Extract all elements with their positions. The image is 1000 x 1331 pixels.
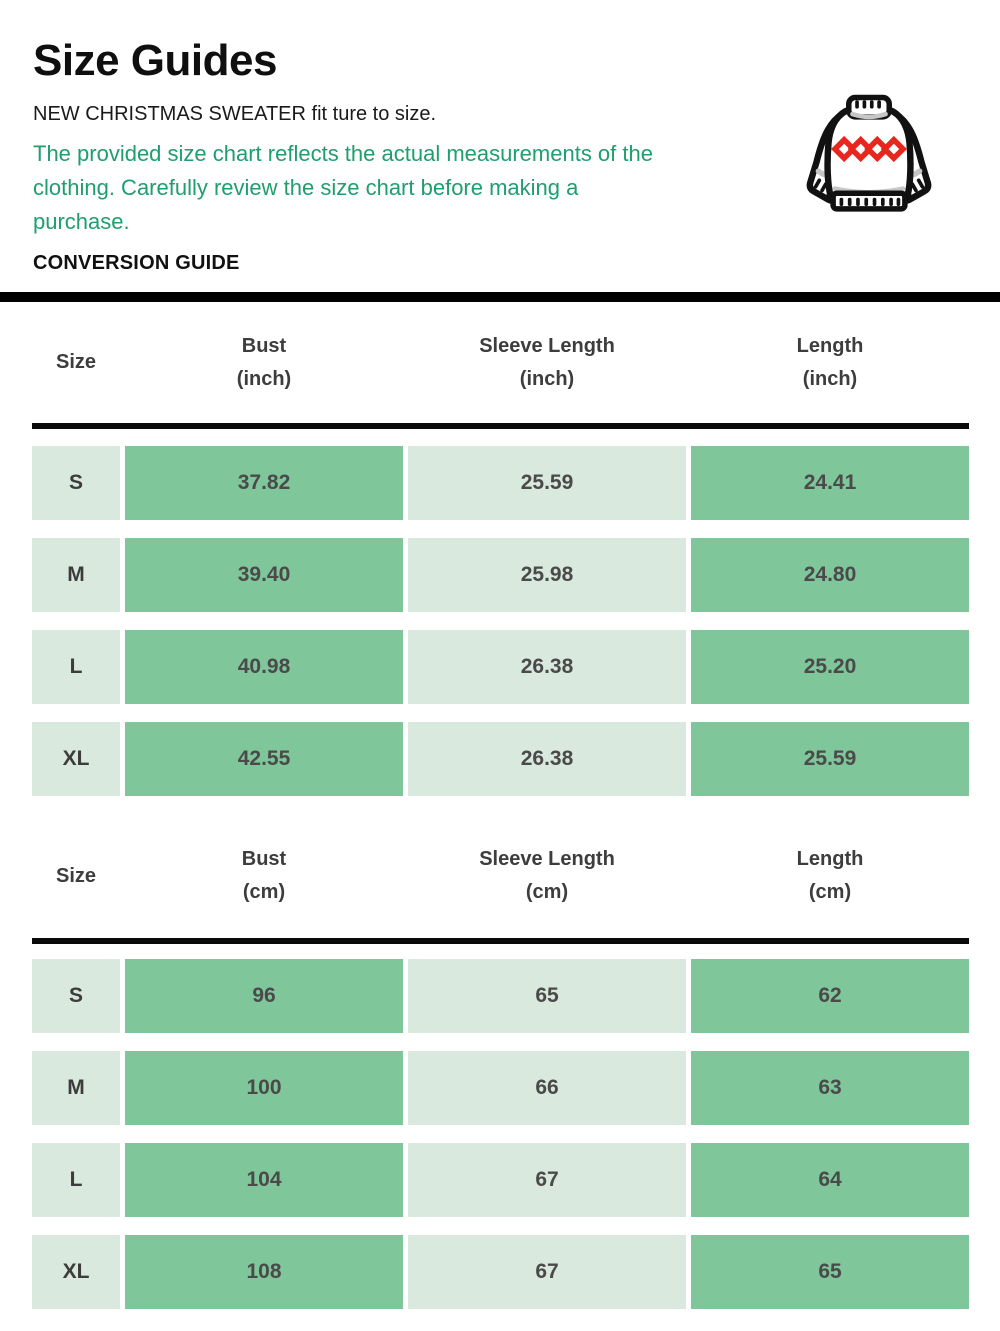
length-cell: 24.41 [691,446,969,520]
size-cell: L [32,630,120,704]
section-label: CONVERSION GUIDE [33,251,240,274]
table-row-s: S 37.82 25.59 24.41 [32,446,969,520]
page-subtitle: NEW CHRISTMAS SWEATER fit ture to size. [33,102,437,125]
column-header-sleeve-length: Sleeve Length (cm) [408,843,686,909]
column-unit: (inch) [519,367,575,390]
table-header-row: Size Bust (inch) Sleeve Length (inch) Le… [32,302,969,423]
page-title: Size Guides [33,36,277,85]
sleeve-cell: 67 [408,1235,686,1309]
size-cell: M [32,1051,120,1125]
header-divider [32,938,969,944]
length-cell: 64 [691,1143,969,1217]
size-cell: S [32,446,120,520]
column-header-bust: Bust (cm) [125,843,403,909]
christmas-sweater-icon [806,94,932,212]
column-label: Size [55,864,97,887]
table-body: S 96 65 62 M 100 66 63 L 104 67 64 [32,959,969,1309]
bust-cell: 39.40 [125,538,403,612]
column-label: Sleeve Length [479,334,615,357]
bust-cell: 42.55 [125,722,403,796]
column-unit: (inch) [236,367,292,390]
length-cell: 25.20 [691,630,969,704]
bust-cell: 108 [125,1235,403,1309]
column-header-length: Length (inch) [691,330,969,396]
diamond-pattern [831,135,907,163]
column-label: Length [796,334,864,357]
sleeve-cell: 67 [408,1143,686,1217]
table-row-xl: XL 108 67 65 [32,1235,969,1309]
column-header-length: Length (cm) [691,843,969,909]
bust-cell: 96 [125,959,403,1033]
table-row-l: L 104 67 64 [32,1143,969,1217]
sleeve-cell: 66 [408,1051,686,1125]
table-row-s: S 96 65 62 [32,959,969,1033]
size-cell: XL [32,722,120,796]
bust-cell: 40.98 [125,630,403,704]
table-row-l: L 40.98 26.38 25.20 [32,630,969,704]
column-label: Size [55,351,97,373]
table-row-m: M 100 66 63 [32,1051,969,1125]
length-cell: 25.59 [691,722,969,796]
length-cell: 24.80 [691,538,969,612]
size-cell: S [32,959,120,1033]
sleeve-cell: 26.38 [408,722,686,796]
column-label: Sleeve Length [479,848,615,870]
size-table-cm: Size Bust (cm) Sleeve Length (cm) Length… [32,814,969,1309]
length-cell: 63 [691,1051,969,1125]
column-header-size: Size [32,860,120,893]
length-cell: 62 [691,959,969,1033]
size-table-inch: Size Bust (inch) Sleeve Length (inch) Le… [32,302,969,796]
table-body: S 37.82 25.59 24.41 M 39.40 25.98 24.80 … [32,446,969,796]
column-header-size: Size [32,346,120,379]
column-header-bust: Bust (inch) [125,330,403,396]
column-label: Bust [241,848,287,870]
page-header: Size Guides NEW CHRISTMAS SWEATER fit tu… [33,0,967,275]
column-unit: (cm) [525,881,569,903]
size-cell: XL [32,1235,120,1309]
size-note: The provided size chart reflects the act… [33,140,653,234]
column-header-sleeve-length: Sleeve Length (inch) [408,330,686,396]
size-cell: L [32,1143,120,1217]
sleeve-cell: 26.38 [408,630,686,704]
table-row-m: M 39.40 25.98 24.80 [32,538,969,612]
column-label: Bust [241,334,287,357]
length-cell: 65 [691,1235,969,1309]
column-unit: (cm) [242,881,286,903]
bust-cell: 37.82 [125,446,403,520]
bust-cell: 104 [125,1143,403,1217]
table-header-row: Size Bust (cm) Sleeve Length (cm) Length… [32,814,969,938]
column-unit: (cm) [808,881,852,903]
size-cell: M [32,538,120,612]
sleeve-cell: 25.59 [408,446,686,520]
sleeve-cell: 65 [408,959,686,1033]
column-label: Length [796,848,864,870]
sleeve-cell: 25.98 [408,538,686,612]
column-unit: (inch) [802,367,858,390]
table-row-xl: XL 42.55 26.38 25.59 [32,722,969,796]
top-divider-bar [0,292,1000,302]
conversion-tables: Size Bust (inch) Sleeve Length (inch) Le… [32,302,969,1327]
header-divider [32,423,969,429]
bust-cell: 100 [125,1051,403,1125]
